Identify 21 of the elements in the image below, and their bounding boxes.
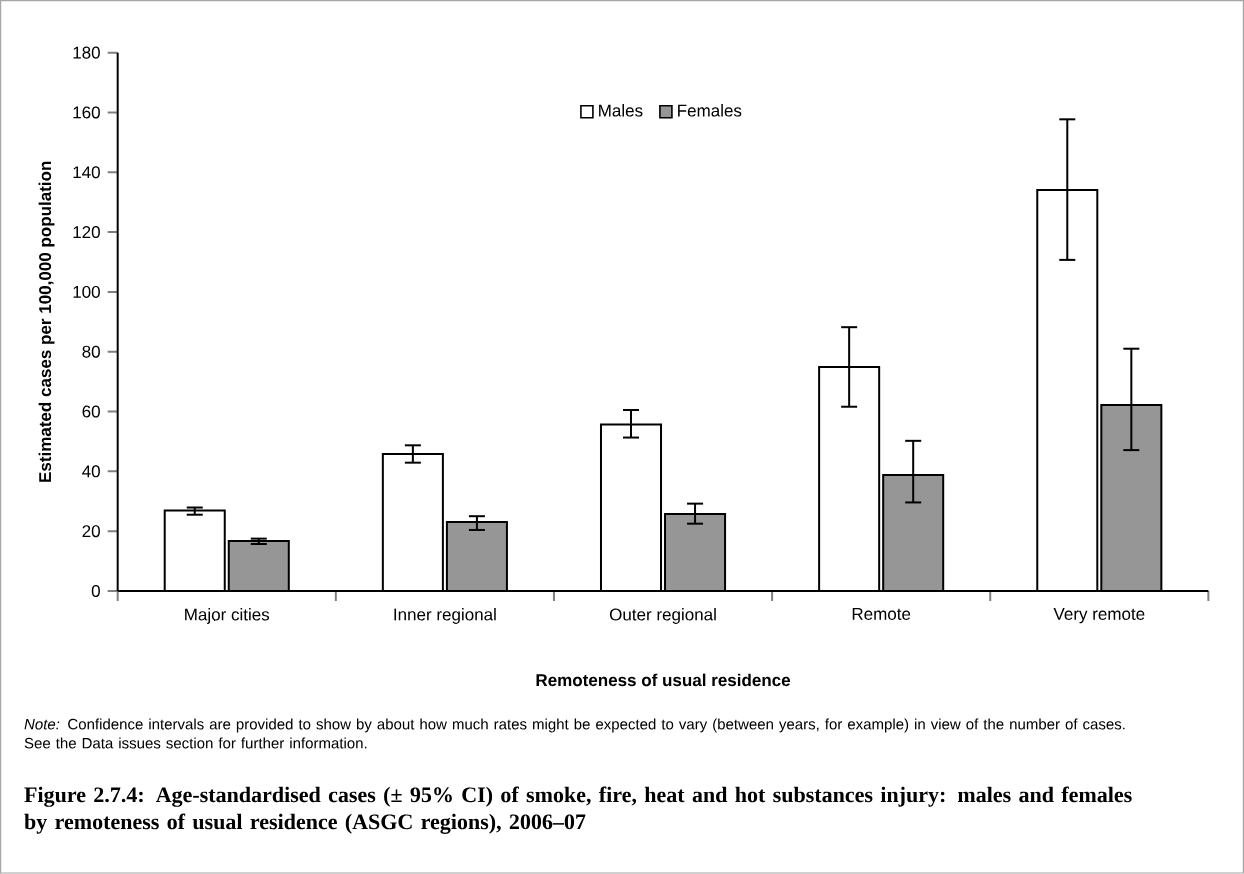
x-axis-title: Remoteness of usual residence xyxy=(536,673,791,687)
y-tick-label: 0 xyxy=(91,585,100,598)
x-tick-label: Very remote xyxy=(1053,608,1145,624)
y-tick-label: 180 xyxy=(73,46,100,59)
y-tick-label: 60 xyxy=(82,405,100,418)
x-tick-label: Outer regional xyxy=(609,608,716,625)
x-tick-label: Remote xyxy=(852,608,911,621)
legend-label: Males xyxy=(599,104,643,117)
y-tick-label: 40 xyxy=(82,465,100,478)
y-tick-label: 140 xyxy=(73,166,100,179)
legend-label: Females xyxy=(678,104,742,117)
y-tick-label: 100 xyxy=(73,286,100,299)
y-axis-title: Estimated cases per 100,000 population xyxy=(38,161,55,482)
y-tick-label: 160 xyxy=(73,106,100,119)
y-tick-label: 120 xyxy=(73,226,100,239)
x-tick-label: Inner regional xyxy=(394,608,496,625)
text: Figure 2.7.4: Age-standardised cases (± 95% CI) of smoke, fire, heat and hot substances injury: males and females by remoteness of usual residence (ASGC regions), 2006–07 xyxy=(24,786,1132,834)
y-tick-label: 20 xyxy=(82,525,100,538)
y-tick-label: 80 xyxy=(82,345,100,358)
text: Note: Confidence intervals are provided to show by about how much rates might be expected to vary (between years, for example) in view of the number of cases. See the Data issues section for further information. xyxy=(24,718,1125,749)
x-tick-label: Major cities xyxy=(185,608,270,625)
